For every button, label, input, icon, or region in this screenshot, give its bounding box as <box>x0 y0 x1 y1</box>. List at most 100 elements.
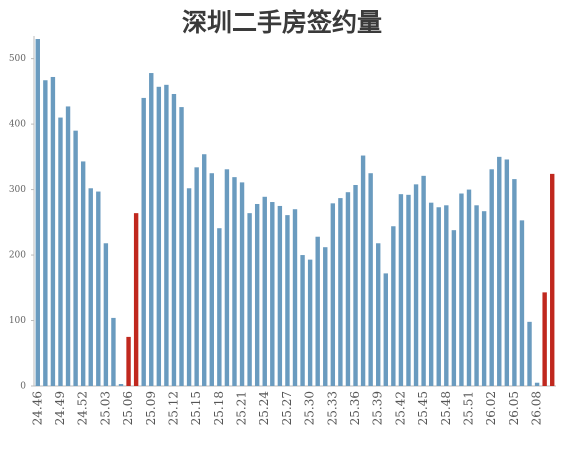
bar <box>534 382 540 386</box>
bar <box>171 93 177 387</box>
bar <box>376 243 381 386</box>
bar <box>489 169 494 386</box>
bar <box>58 117 63 386</box>
bar <box>481 211 487 386</box>
chart-title: 深圳二手房签约量 <box>182 8 382 37</box>
bar <box>156 86 162 386</box>
x-tick-label: 25.15 <box>189 391 203 425</box>
x-tick-label: 25.09 <box>144 391 158 425</box>
bar <box>421 175 426 386</box>
bar <box>164 84 169 386</box>
x-tick-label: 24.46 <box>30 391 44 425</box>
bar <box>88 188 93 386</box>
x-tick-label: 25.39 <box>371 391 385 425</box>
bar <box>383 273 388 386</box>
bar <box>466 189 472 386</box>
bar <box>186 188 192 386</box>
x-tick-label: 25.24 <box>257 391 271 426</box>
bar <box>133 213 139 386</box>
bar <box>103 243 109 386</box>
bar <box>406 194 411 386</box>
x-tick-label: 25.03 <box>98 391 112 425</box>
bar <box>65 106 71 386</box>
bar <box>292 209 298 386</box>
bar <box>209 173 214 386</box>
x-tick-label: 25.45 <box>416 391 430 425</box>
bar <box>262 196 267 386</box>
x-tick-label: 24.49 <box>53 391 67 425</box>
bar <box>149 73 154 386</box>
bar <box>194 167 199 386</box>
x-tick-label: 26.08 <box>530 391 544 425</box>
bar <box>118 384 124 386</box>
bar <box>542 292 547 386</box>
bar <box>519 220 525 386</box>
bar <box>285 215 290 386</box>
bar <box>345 192 351 386</box>
bar <box>323 247 328 386</box>
bar <box>315 236 320 386</box>
bar <box>360 155 366 386</box>
bar <box>338 198 343 386</box>
bar <box>80 161 86 386</box>
bar <box>512 179 517 386</box>
y-tick-label: 200 <box>9 251 26 261</box>
x-tick-label: 25.30 <box>303 391 317 425</box>
bar <box>428 202 434 386</box>
bar <box>179 107 184 386</box>
y-tick-label: 500 <box>9 54 26 64</box>
bar <box>504 159 510 386</box>
bar <box>391 226 396 386</box>
bar <box>247 213 252 386</box>
bar <box>368 173 373 386</box>
bar <box>96 191 101 386</box>
y-tick-label: 0 <box>20 382 26 392</box>
bar <box>35 39 40 386</box>
x-tick-label: 25.33 <box>325 391 339 425</box>
x-tick-label: 25.21 <box>235 391 249 425</box>
bar <box>527 321 532 386</box>
x-tick-label: 25.12 <box>166 391 180 425</box>
bar <box>50 76 56 387</box>
bar <box>239 182 245 386</box>
x-tick-label: 25.36 <box>348 391 362 425</box>
x-tick-label: 26.05 <box>507 391 521 425</box>
x-tick-label: 24.52 <box>76 391 90 425</box>
bar <box>224 169 230 386</box>
bar <box>398 194 404 386</box>
x-tick-label: 25.27 <box>280 391 294 425</box>
x-tick-label: 25.18 <box>212 391 226 425</box>
bar <box>126 336 131 386</box>
bar <box>300 255 305 386</box>
bar <box>330 203 336 386</box>
bar <box>73 130 78 386</box>
bar <box>232 177 237 386</box>
y-tick-label: 100 <box>9 316 26 326</box>
x-tick-label: 25.06 <box>121 391 135 425</box>
bar <box>497 156 502 386</box>
bar <box>202 154 207 386</box>
x-tick-label: 25.51 <box>462 391 476 425</box>
bar <box>217 228 222 386</box>
bar <box>550 173 555 386</box>
bar <box>413 184 419 386</box>
bar <box>141 97 146 386</box>
bar <box>474 205 479 386</box>
bar <box>270 202 275 386</box>
bar <box>111 317 116 386</box>
bar <box>444 205 449 386</box>
bar <box>254 203 260 386</box>
bar <box>459 193 464 386</box>
x-tick-label: 25.48 <box>439 391 453 425</box>
bar <box>451 230 457 386</box>
x-tick-label: 26.02 <box>484 391 498 425</box>
y-tick-label: 300 <box>9 185 26 195</box>
bar <box>277 205 283 386</box>
y-tick-label: 400 <box>9 120 26 130</box>
x-tick-label: 25.42 <box>393 391 407 425</box>
bar <box>436 207 441 386</box>
bar <box>307 259 313 386</box>
bar <box>353 185 358 386</box>
bar <box>43 80 48 387</box>
